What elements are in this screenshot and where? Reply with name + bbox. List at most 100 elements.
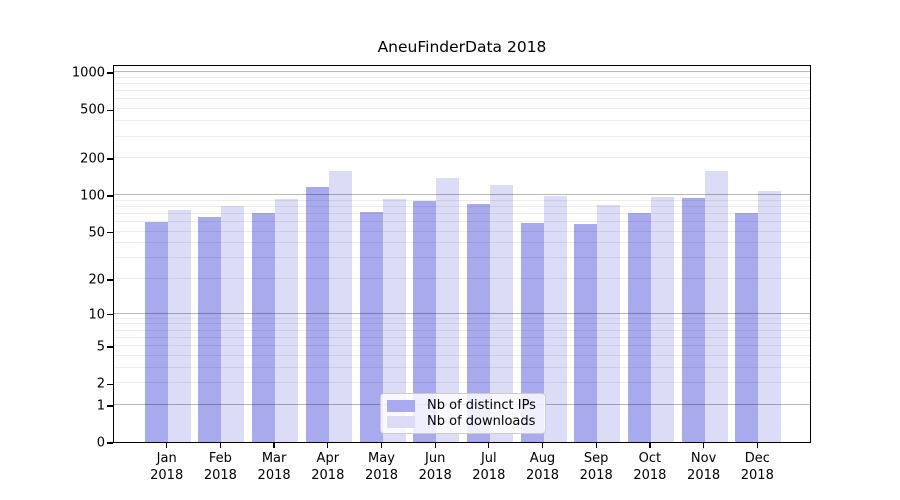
gridline-9	[114, 317, 810, 319]
legend-swatch-downloads	[387, 415, 415, 428]
y-tick-label-500: 500	[80, 102, 105, 118]
bar-downloads-mar-2018	[275, 198, 299, 442]
y-tick-label-20: 20	[88, 272, 105, 288]
x-tick-mark-jan	[166, 443, 168, 448]
gridline-60	[114, 220, 810, 222]
x-tick-mark-aug	[541, 443, 544, 448]
bar-distinct-ips-jun-2018	[413, 200, 437, 442]
gridline-100	[114, 193, 810, 195]
bar-distinct-ips-oct-2018	[627, 213, 651, 442]
gridline-800	[114, 83, 810, 85]
x-tick-label-aug: Aug 2018	[525, 451, 560, 483]
x-tick-label-jul: Jul 2018	[472, 451, 506, 483]
gridline-6	[114, 336, 810, 338]
x-tick-mark-jul	[488, 443, 490, 448]
gridline-8	[114, 323, 810, 325]
gridline-40	[114, 242, 810, 244]
x-tick-mark-sep	[595, 443, 597, 448]
bar-distinct-ips-feb-2018	[198, 216, 222, 442]
y-tick-mark-2	[107, 383, 113, 385]
gridline-600	[114, 98, 810, 100]
y-tick-label-10: 10	[88, 307, 105, 323]
y-tick-mark-1	[107, 405, 113, 407]
y-tick-mark-5	[107, 346, 113, 348]
y-tick-label-100: 100	[80, 188, 105, 204]
gridline-30	[114, 257, 810, 259]
bar-distinct-ips-jan-2018	[144, 221, 168, 442]
legend-label-distinct-ips: Nb of distinct IPs	[427, 398, 536, 413]
legend-label-downloads: Nb of downloads	[427, 414, 536, 429]
y-tick-mark-10	[107, 313, 113, 316]
bar-downloads-jun-2018	[436, 178, 460, 442]
x-tick-label-jan: Jan 2018	[150, 451, 184, 483]
y-tick-label-2: 2	[96, 376, 105, 392]
x-tick-mark-jun	[434, 443, 436, 448]
gridline-10	[114, 312, 810, 314]
bar-downloads-nov-2018	[704, 171, 728, 442]
bar-downloads-jan-2018	[167, 210, 191, 442]
bar-distinct-ips-dec-2018	[735, 213, 759, 442]
gridline-90	[114, 199, 810, 201]
y-tick-label-1000: 1000	[71, 65, 105, 81]
gridline-400	[114, 120, 810, 122]
y-tick-mark-100	[107, 195, 113, 197]
bar-distinct-ips-jul-2018	[466, 204, 490, 442]
x-tick-mark-may	[380, 443, 383, 448]
x-tick-label-mar: Mar 2018	[257, 451, 291, 483]
bar-downloads-oct-2018	[650, 196, 674, 442]
y-tick-mark-0	[107, 442, 113, 444]
y-tick-mark-20	[107, 279, 113, 281]
gridline-20	[114, 278, 810, 279]
x-tick-mark-nov	[702, 443, 705, 448]
gridline-1000	[114, 71, 810, 73]
gridline-7	[114, 329, 810, 331]
bar-distinct-ips-sep-2018	[574, 223, 598, 442]
x-tick-mark-mar	[273, 443, 275, 448]
y-tick-mark-50	[107, 231, 113, 234]
legend-swatch-distinct-ips	[387, 399, 415, 412]
gridline-900	[114, 76, 810, 78]
gridline-200	[114, 157, 810, 159]
gridline-5	[114, 345, 810, 347]
gridline-4	[114, 354, 810, 356]
gridline-300	[114, 135, 810, 137]
x-tick-mark-feb	[219, 443, 222, 448]
x-tick-label-oct: Oct 2018	[633, 451, 667, 483]
x-tick-label-feb: Feb 2018	[203, 451, 237, 483]
x-tick-label-dec: Dec 2018	[740, 451, 774, 483]
gridline-80	[114, 205, 810, 207]
x-tick-label-sep: Sep 2018	[579, 451, 613, 483]
chart-title: AneuFinderData 2018	[377, 38, 547, 56]
y-tick-label-50: 50	[88, 225, 105, 240]
bar-downloads-sep-2018	[597, 204, 621, 442]
bar-distinct-ips-may-2018	[359, 211, 383, 442]
bar-distinct-ips-nov-2018	[681, 197, 705, 442]
y-tick-mark-500	[107, 109, 113, 111]
y-tick-label-1: 1	[96, 398, 105, 414]
legend-row-downloads: Nb of downloads	[387, 414, 539, 429]
gridline-500	[114, 108, 810, 110]
x-tick-mark-oct	[649, 443, 651, 448]
x-tick-label-apr: Apr 2018	[311, 451, 345, 483]
y-tick-label-5: 5	[96, 339, 105, 355]
legend-row-distinct-ips: Nb of distinct IPs	[387, 398, 539, 413]
y-tick-label-200: 200	[80, 151, 105, 167]
x-tick-label-nov: Nov 2018	[687, 451, 721, 483]
bar-downloads-apr-2018	[328, 170, 352, 442]
legend: Nb of distinct IPs Nb of downloads	[380, 393, 546, 434]
plot-area: Nb of distinct IPs Nb of downloads	[113, 65, 811, 443]
gridline-2	[114, 382, 810, 384]
bar-distinct-ips-mar-2018	[252, 213, 276, 442]
bar-downloads-jul-2018	[489, 185, 513, 442]
x-tick-mark-apr	[327, 443, 329, 448]
y-tick-label-0: 0	[96, 435, 105, 451]
gridline-3	[114, 366, 810, 368]
bar-downloads-aug-2018	[543, 196, 567, 442]
bar-distinct-ips-aug-2018	[520, 222, 544, 442]
x-tick-label-may: May 2018	[364, 451, 399, 483]
bar-distinct-ips-apr-2018	[305, 186, 329, 442]
x-tick-mark-dec	[756, 443, 758, 448]
y-tick-mark-200	[107, 158, 113, 160]
bar-downloads-feb-2018	[221, 206, 245, 442]
